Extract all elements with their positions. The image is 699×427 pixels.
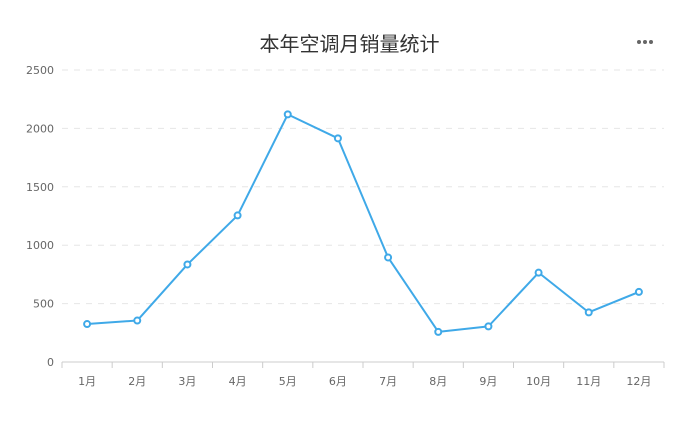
data-point[interactable] — [434, 327, 443, 336]
y-tick-label: 2500 — [26, 64, 54, 77]
x-tick-label: 6月 — [329, 375, 347, 388]
y-tick-label: 500 — [33, 298, 54, 311]
x-tick-label: 12月 — [626, 375, 651, 388]
data-point[interactable] — [333, 134, 342, 143]
data-point[interactable] — [534, 268, 543, 277]
context-menu-icon — [637, 40, 653, 44]
x-tick-label: 7月 — [379, 375, 397, 388]
x-tick-label: 1月 — [78, 375, 96, 388]
data-point[interactable] — [584, 308, 593, 317]
x-tick-label: 2月 — [128, 375, 146, 388]
x-tick-label: 11月 — [576, 375, 601, 388]
data-point[interactable] — [283, 110, 292, 119]
chart-menu-button[interactable] — [630, 32, 660, 52]
data-point[interactable] — [83, 320, 92, 329]
x-tick-label: 3月 — [178, 375, 196, 388]
y-tick-label: 1000 — [26, 239, 54, 252]
data-point[interactable] — [634, 287, 643, 296]
y-tick-label: 1500 — [26, 181, 54, 194]
y-tick-label: 0 — [47, 356, 54, 369]
x-tick-label: 8月 — [429, 375, 447, 388]
series-line — [86, 113, 640, 333]
x-tick-label: 5月 — [279, 375, 297, 388]
data-point[interactable] — [233, 211, 242, 220]
data-point[interactable] — [484, 322, 493, 331]
data-point[interactable] — [384, 253, 393, 262]
x-tick-label: 10月 — [526, 375, 551, 388]
x-tick-label: 9月 — [479, 375, 497, 388]
data-point[interactable] — [183, 260, 192, 269]
data-point[interactable] — [133, 316, 142, 325]
x-tick-label: 4月 — [229, 375, 247, 388]
chart-title: 本年空调月销量统计 — [259, 32, 440, 56]
y-tick-label: 2000 — [26, 122, 54, 135]
